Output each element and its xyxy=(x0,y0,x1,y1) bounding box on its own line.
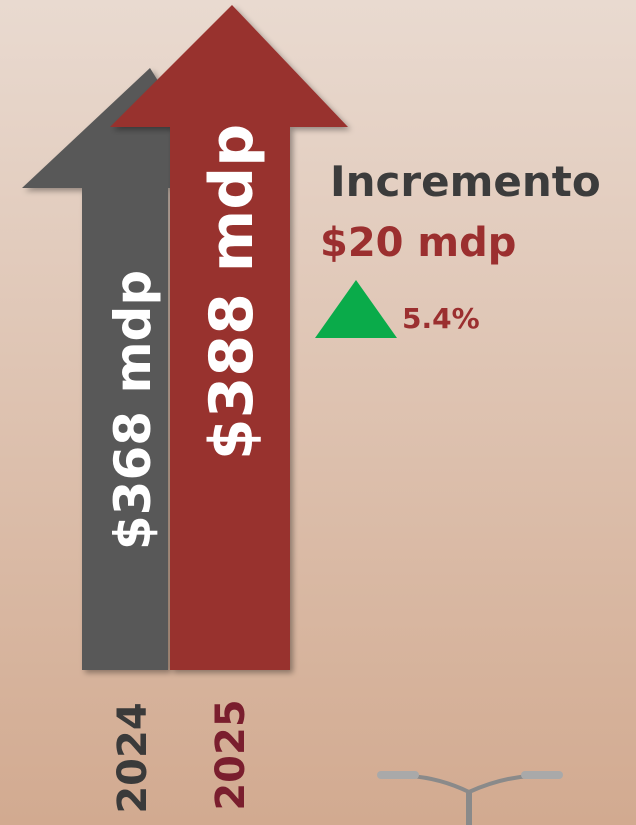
bar-label: $368 mdp xyxy=(104,270,162,550)
increment-percent: 5.4% xyxy=(402,302,480,335)
bar-label: $388 mdp xyxy=(197,124,267,460)
year-label: 2025 xyxy=(208,699,254,810)
increment-title: Incremento xyxy=(330,157,601,206)
arrow-2024 xyxy=(22,68,225,670)
street-lamp xyxy=(377,771,563,825)
increment-amount: $20 mdp xyxy=(320,220,516,266)
up-triangle xyxy=(315,280,397,338)
year-label: 2024 xyxy=(110,702,156,813)
arrow-2025 xyxy=(110,5,348,670)
